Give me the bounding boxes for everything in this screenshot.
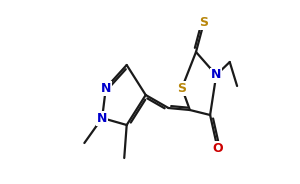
Text: N: N bbox=[211, 68, 221, 82]
Text: N: N bbox=[97, 112, 107, 125]
Text: S: S bbox=[200, 15, 208, 29]
Text: O: O bbox=[212, 141, 223, 155]
Text: N: N bbox=[101, 82, 111, 95]
Text: S: S bbox=[177, 82, 186, 95]
